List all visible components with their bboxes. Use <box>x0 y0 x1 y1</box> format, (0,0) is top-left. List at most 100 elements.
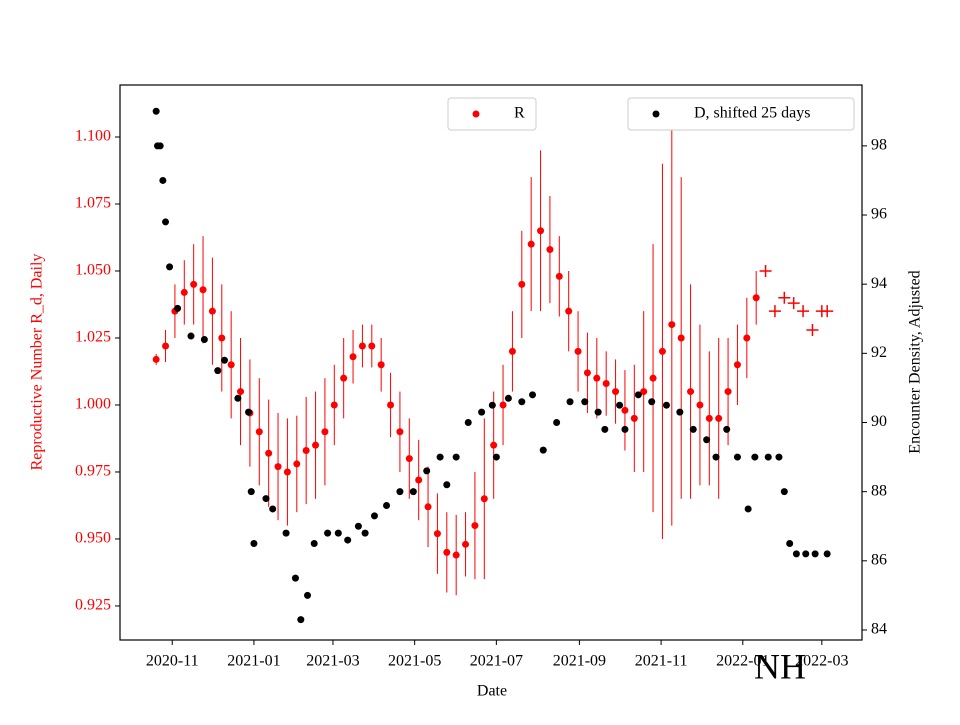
x-tick-label: 2021-03 <box>306 653 359 670</box>
point <box>174 304 182 312</box>
point <box>282 529 290 537</box>
point <box>324 529 332 537</box>
y-tick-label: 1.050 <box>75 262 111 279</box>
plus-marker <box>806 323 819 336</box>
legend-label: R <box>514 105 525 122</box>
point <box>409 488 417 496</box>
point <box>255 428 263 436</box>
point <box>658 347 666 355</box>
point <box>566 398 574 406</box>
point <box>703 436 711 444</box>
plus-marker <box>787 297 800 310</box>
point <box>662 401 670 409</box>
point <box>480 495 488 503</box>
point <box>321 428 329 436</box>
y-tick-label: 0.975 <box>75 463 111 480</box>
point <box>208 307 216 315</box>
point <box>712 453 720 461</box>
point <box>265 449 273 457</box>
legend-box <box>627 97 855 131</box>
point <box>612 388 620 396</box>
y2-tick-label: 94 <box>871 275 887 292</box>
point <box>705 414 713 422</box>
point <box>630 414 638 422</box>
point <box>689 425 697 433</box>
plus-marker <box>768 305 781 318</box>
point <box>696 401 704 409</box>
point <box>640 388 648 396</box>
point <box>162 218 170 226</box>
point <box>218 334 226 342</box>
point <box>775 453 783 461</box>
y-tick-label: 1.000 <box>75 396 111 413</box>
point <box>304 591 312 599</box>
point <box>190 280 198 288</box>
y2-axis-label: Encounter Density, Adjusted <box>907 270 924 453</box>
point <box>715 414 723 422</box>
point <box>415 476 423 484</box>
point <box>634 391 642 399</box>
point <box>227 361 235 369</box>
x-tick-label: 2021-09 <box>553 653 606 670</box>
point <box>245 408 253 416</box>
point <box>471 522 479 530</box>
point <box>668 321 676 329</box>
point <box>499 401 507 409</box>
x-tick-label: 2020-11 <box>146 653 199 670</box>
point <box>180 288 188 296</box>
point <box>555 272 563 280</box>
point <box>752 294 760 302</box>
point <box>581 398 589 406</box>
point <box>166 263 174 271</box>
point <box>302 447 310 455</box>
point <box>733 453 741 461</box>
y2-tick-label: 88 <box>871 482 887 499</box>
x-tick-label: 2022-03 <box>795 653 848 670</box>
point <box>621 425 629 433</box>
point <box>780 488 788 496</box>
point <box>159 176 167 184</box>
point <box>274 463 282 471</box>
point <box>546 246 554 254</box>
point <box>396 428 404 436</box>
point <box>823 550 831 558</box>
point <box>377 361 385 369</box>
x-tick-label: 2021-05 <box>388 653 441 670</box>
point <box>811 550 819 558</box>
point <box>214 367 222 375</box>
point <box>583 369 591 377</box>
point <box>724 388 732 396</box>
point <box>490 441 498 449</box>
point <box>452 453 460 461</box>
point <box>200 336 208 344</box>
legend-box <box>447 97 537 131</box>
point <box>358 342 366 350</box>
legend-label: D, shifted 25 days <box>694 105 810 122</box>
point <box>733 361 741 369</box>
legend-marker <box>472 110 480 118</box>
point <box>405 455 413 463</box>
point <box>269 505 277 513</box>
x-tick-label: 2021-07 <box>470 653 523 670</box>
point <box>220 356 228 364</box>
point <box>187 332 195 340</box>
point <box>370 512 378 520</box>
point <box>492 453 500 461</box>
point <box>539 446 547 454</box>
point <box>518 280 526 288</box>
y2-tick-label: 92 <box>871 344 887 361</box>
plot-frame <box>119 84 863 641</box>
point <box>594 408 602 416</box>
point <box>527 240 535 248</box>
point <box>529 391 537 399</box>
point <box>565 307 573 315</box>
point <box>234 394 242 402</box>
point <box>574 347 582 355</box>
point <box>478 408 486 416</box>
plus-marker <box>778 291 791 304</box>
point <box>464 418 472 426</box>
point <box>152 107 160 115</box>
point <box>744 505 752 513</box>
point <box>786 540 794 548</box>
